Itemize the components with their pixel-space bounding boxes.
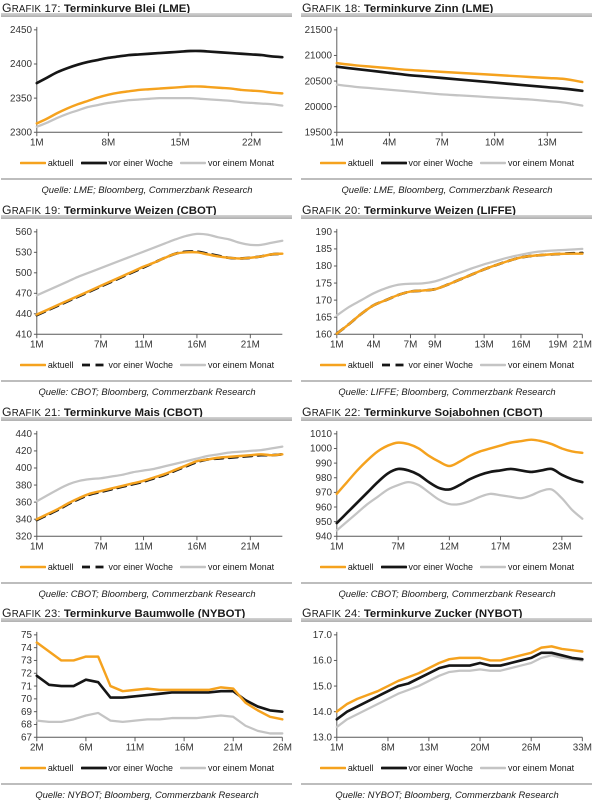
svg-text:500: 500	[16, 268, 33, 279]
svg-text:1000: 1000	[310, 443, 332, 454]
svg-text:950: 950	[316, 516, 333, 527]
svg-text:11M: 11M	[134, 339, 152, 350]
svg-text:75: 75	[21, 630, 32, 641]
svg-text:21500: 21500	[305, 25, 333, 36]
svg-text:440: 440	[16, 429, 33, 440]
svg-text:16M: 16M	[511, 339, 530, 350]
svg-text:2M: 2M	[30, 743, 44, 754]
svg-text:11M: 11M	[126, 743, 144, 754]
svg-text:68: 68	[21, 720, 32, 731]
svg-text:380: 380	[16, 480, 33, 491]
svg-text:560: 560	[16, 227, 33, 238]
svg-text:33M: 33M	[573, 743, 592, 754]
svg-text:74: 74	[21, 643, 32, 654]
svg-text:7M: 7M	[435, 137, 449, 148]
svg-text:13M: 13M	[538, 137, 557, 148]
svg-text:17M: 17M	[491, 541, 510, 552]
svg-text:21M: 21M	[224, 743, 243, 754]
svg-text:185: 185	[316, 244, 333, 255]
svg-text:190: 190	[316, 227, 333, 238]
svg-text:2400: 2400	[10, 59, 32, 70]
svg-text:16M: 16M	[187, 541, 206, 552]
svg-text:4M: 4M	[383, 137, 397, 148]
svg-text:960: 960	[316, 502, 333, 513]
svg-text:10M: 10M	[485, 137, 504, 148]
svg-text:11M: 11M	[134, 541, 152, 552]
svg-text:175: 175	[316, 278, 333, 289]
svg-text:21M: 21M	[573, 339, 592, 350]
svg-text:6M: 6M	[79, 743, 93, 754]
svg-text:980: 980	[316, 472, 333, 483]
svg-text:360: 360	[16, 497, 33, 508]
svg-text:19500: 19500	[305, 127, 333, 138]
svg-text:420: 420	[16, 446, 33, 457]
svg-text:7M: 7M	[94, 339, 108, 350]
svg-text:23M: 23M	[552, 541, 571, 552]
svg-text:1M: 1M	[30, 137, 44, 148]
svg-text:13M: 13M	[419, 743, 438, 754]
svg-text:2350: 2350	[10, 93, 32, 104]
svg-text:165: 165	[316, 312, 333, 323]
svg-text:2450: 2450	[10, 25, 32, 36]
svg-text:26M: 26M	[522, 743, 541, 754]
svg-text:72: 72	[21, 669, 32, 680]
svg-text:1M: 1M	[30, 541, 44, 552]
svg-text:1M: 1M	[330, 137, 344, 148]
svg-text:71: 71	[21, 681, 32, 692]
svg-text:17.0: 17.0	[313, 630, 333, 641]
svg-text:8M: 8M	[102, 137, 116, 148]
svg-text:7M: 7M	[391, 541, 405, 552]
svg-text:8M: 8M	[381, 743, 395, 754]
svg-text:21000: 21000	[305, 51, 333, 62]
svg-text:20000: 20000	[305, 102, 333, 113]
svg-text:530: 530	[16, 247, 33, 258]
svg-text:73: 73	[21, 656, 32, 667]
svg-text:13M: 13M	[475, 339, 494, 350]
svg-text:400: 400	[16, 463, 33, 474]
svg-text:990: 990	[316, 458, 333, 469]
svg-text:1M: 1M	[330, 743, 344, 754]
svg-text:4M: 4M	[367, 339, 381, 350]
svg-text:470: 470	[16, 288, 33, 299]
svg-text:70: 70	[21, 694, 32, 705]
svg-text:9M: 9M	[428, 339, 442, 350]
svg-text:7M: 7M	[94, 541, 108, 552]
svg-text:26M: 26M	[273, 743, 292, 754]
svg-text:1M: 1M	[330, 541, 344, 552]
svg-text:15M: 15M	[170, 137, 189, 148]
svg-text:16M: 16M	[187, 339, 206, 350]
svg-text:16M: 16M	[175, 743, 194, 754]
svg-text:440: 440	[16, 309, 33, 320]
svg-text:15.0: 15.0	[313, 681, 333, 692]
svg-text:7M: 7M	[404, 339, 418, 350]
svg-text:22M: 22M	[242, 137, 261, 148]
svg-text:21M: 21M	[241, 339, 260, 350]
svg-text:340: 340	[16, 514, 33, 525]
svg-text:170: 170	[316, 295, 333, 306]
svg-text:12M: 12M	[440, 541, 459, 552]
svg-text:20M: 20M	[470, 743, 489, 754]
svg-text:20500: 20500	[305, 76, 333, 87]
svg-text:14.0: 14.0	[313, 707, 333, 718]
svg-text:69: 69	[21, 707, 32, 718]
svg-text:1M: 1M	[30, 339, 44, 350]
svg-text:180: 180	[316, 261, 333, 272]
svg-text:21M: 21M	[241, 541, 260, 552]
svg-text:16.0: 16.0	[313, 656, 333, 667]
svg-text:1M: 1M	[330, 339, 344, 350]
svg-text:19M: 19M	[548, 339, 567, 350]
svg-text:970: 970	[316, 487, 333, 498]
svg-text:1010: 1010	[310, 429, 332, 440]
